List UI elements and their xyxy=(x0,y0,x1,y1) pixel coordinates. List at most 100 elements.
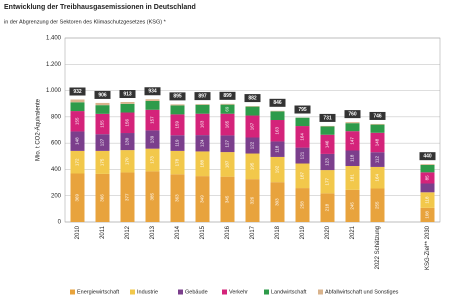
bar-segment xyxy=(95,113,110,135)
bar-segment xyxy=(270,120,285,142)
legend-label: Gebäude xyxy=(185,289,208,295)
bar-segment xyxy=(170,150,185,175)
segment-label: 163 xyxy=(200,120,205,128)
segment-label: 85 xyxy=(425,175,430,181)
total-label: 906 xyxy=(98,92,107,98)
segment-label: 156 xyxy=(125,119,130,127)
legend-label: Abfallwirtschaft und Sonstiges xyxy=(325,289,399,295)
bar-segment xyxy=(170,114,185,136)
bar-segment xyxy=(345,189,360,222)
total-label: 934 xyxy=(148,89,157,95)
total-label: 795 xyxy=(298,107,307,113)
x-tick-label: 2016 xyxy=(225,225,231,239)
bar-segment xyxy=(320,170,335,194)
bar-segment xyxy=(370,166,385,189)
total-box xyxy=(244,94,261,103)
segment-label: 187 xyxy=(300,172,305,180)
bar-segment xyxy=(270,156,285,183)
segment-label: 164 xyxy=(300,133,305,141)
bar-segment xyxy=(95,102,110,106)
bar-segment xyxy=(220,135,235,153)
segment-label: 245 xyxy=(350,202,355,210)
bar-segment xyxy=(145,109,160,131)
segment-label: 69 xyxy=(225,106,230,112)
x-tick-label: 2021 xyxy=(350,225,356,239)
bar-segment xyxy=(170,104,185,106)
segment-label: 195 xyxy=(250,162,255,170)
bar-segment xyxy=(320,193,335,222)
legend-label: Energiewirtschaft xyxy=(77,289,120,295)
bar-segment xyxy=(295,117,310,127)
y-tick-label: 600 xyxy=(51,141,62,147)
bar-segment xyxy=(370,124,385,133)
segment-label: 178 xyxy=(175,158,180,166)
segment-label: 218 xyxy=(325,203,330,211)
segment-label: 118 xyxy=(350,154,355,162)
bar-segment xyxy=(420,172,435,184)
bar-segment xyxy=(95,150,110,174)
segment-label: 146 xyxy=(325,140,330,148)
chart-subtitle: in der Abgrenzung der Sektoren des Klima… xyxy=(4,19,167,25)
bar-segment xyxy=(345,150,360,167)
segment-label: 181 xyxy=(350,174,355,182)
legend-label: Industrie xyxy=(137,289,158,295)
bar-segment xyxy=(95,105,110,114)
bar-segment xyxy=(420,164,435,173)
bar-segment xyxy=(195,113,210,136)
segment-label: 139 xyxy=(150,135,155,143)
bar-segment xyxy=(195,104,210,114)
bar-segment xyxy=(345,166,360,190)
segment-label: 118 xyxy=(275,145,280,153)
x-tick-label: 2022 Schätzung xyxy=(375,226,381,269)
bar-segment xyxy=(120,150,135,173)
y-tick-label: 400 xyxy=(51,167,62,173)
total-label: 760 xyxy=(348,111,357,117)
bar-segment xyxy=(70,102,85,112)
bar-segment xyxy=(370,188,385,222)
legend-swatch xyxy=(264,289,269,295)
legend-swatch xyxy=(70,289,75,295)
bar-segment xyxy=(145,99,160,101)
total-box xyxy=(144,87,161,96)
legend-swatch xyxy=(222,289,227,295)
segment-label: 127 xyxy=(100,138,105,146)
segment-label: 377 xyxy=(125,193,130,201)
bar-segment xyxy=(120,133,135,151)
legend-swatch xyxy=(130,289,135,295)
segment-label: 112 xyxy=(375,155,380,163)
y-tick-label: 200 xyxy=(51,193,62,199)
bar-segment xyxy=(320,125,335,127)
total-box xyxy=(169,92,186,101)
bar-segment xyxy=(70,173,85,222)
bar-segment xyxy=(270,141,285,157)
segment-label: 118 xyxy=(425,196,430,204)
segment-label: 170 xyxy=(125,157,130,165)
x-tick-label: 2017 xyxy=(250,225,256,239)
bar-segment xyxy=(345,131,360,151)
bar-segment xyxy=(220,152,235,177)
bar-segment xyxy=(270,182,285,222)
bar-segment xyxy=(345,123,360,132)
segment-label: 121 xyxy=(300,151,305,159)
y-tick-label: 1.000 xyxy=(46,88,62,94)
bar-segment xyxy=(420,207,435,222)
y-axis-label: Mio. t CO2-Äquivalente xyxy=(35,98,42,161)
bar-segment xyxy=(195,135,210,152)
bar-segment xyxy=(370,132,385,153)
x-tick-label: 2011 xyxy=(100,225,106,239)
segment-label: 366 xyxy=(100,194,105,202)
bar-segment xyxy=(245,106,260,116)
bar-segment xyxy=(345,122,360,124)
bar-segment xyxy=(120,103,135,113)
bar-segment xyxy=(120,172,135,222)
segment-label: 177 xyxy=(325,177,330,185)
segment-label: 155 xyxy=(75,117,80,125)
segment-label: 148 xyxy=(75,137,80,145)
total-label: 746 xyxy=(373,113,382,119)
bar-segment xyxy=(220,103,235,105)
bar-segment xyxy=(245,106,260,107)
segment-label: 123 xyxy=(325,158,330,166)
y-tick-label: 1.400 xyxy=(46,36,62,42)
segment-label: 345 xyxy=(225,195,230,203)
